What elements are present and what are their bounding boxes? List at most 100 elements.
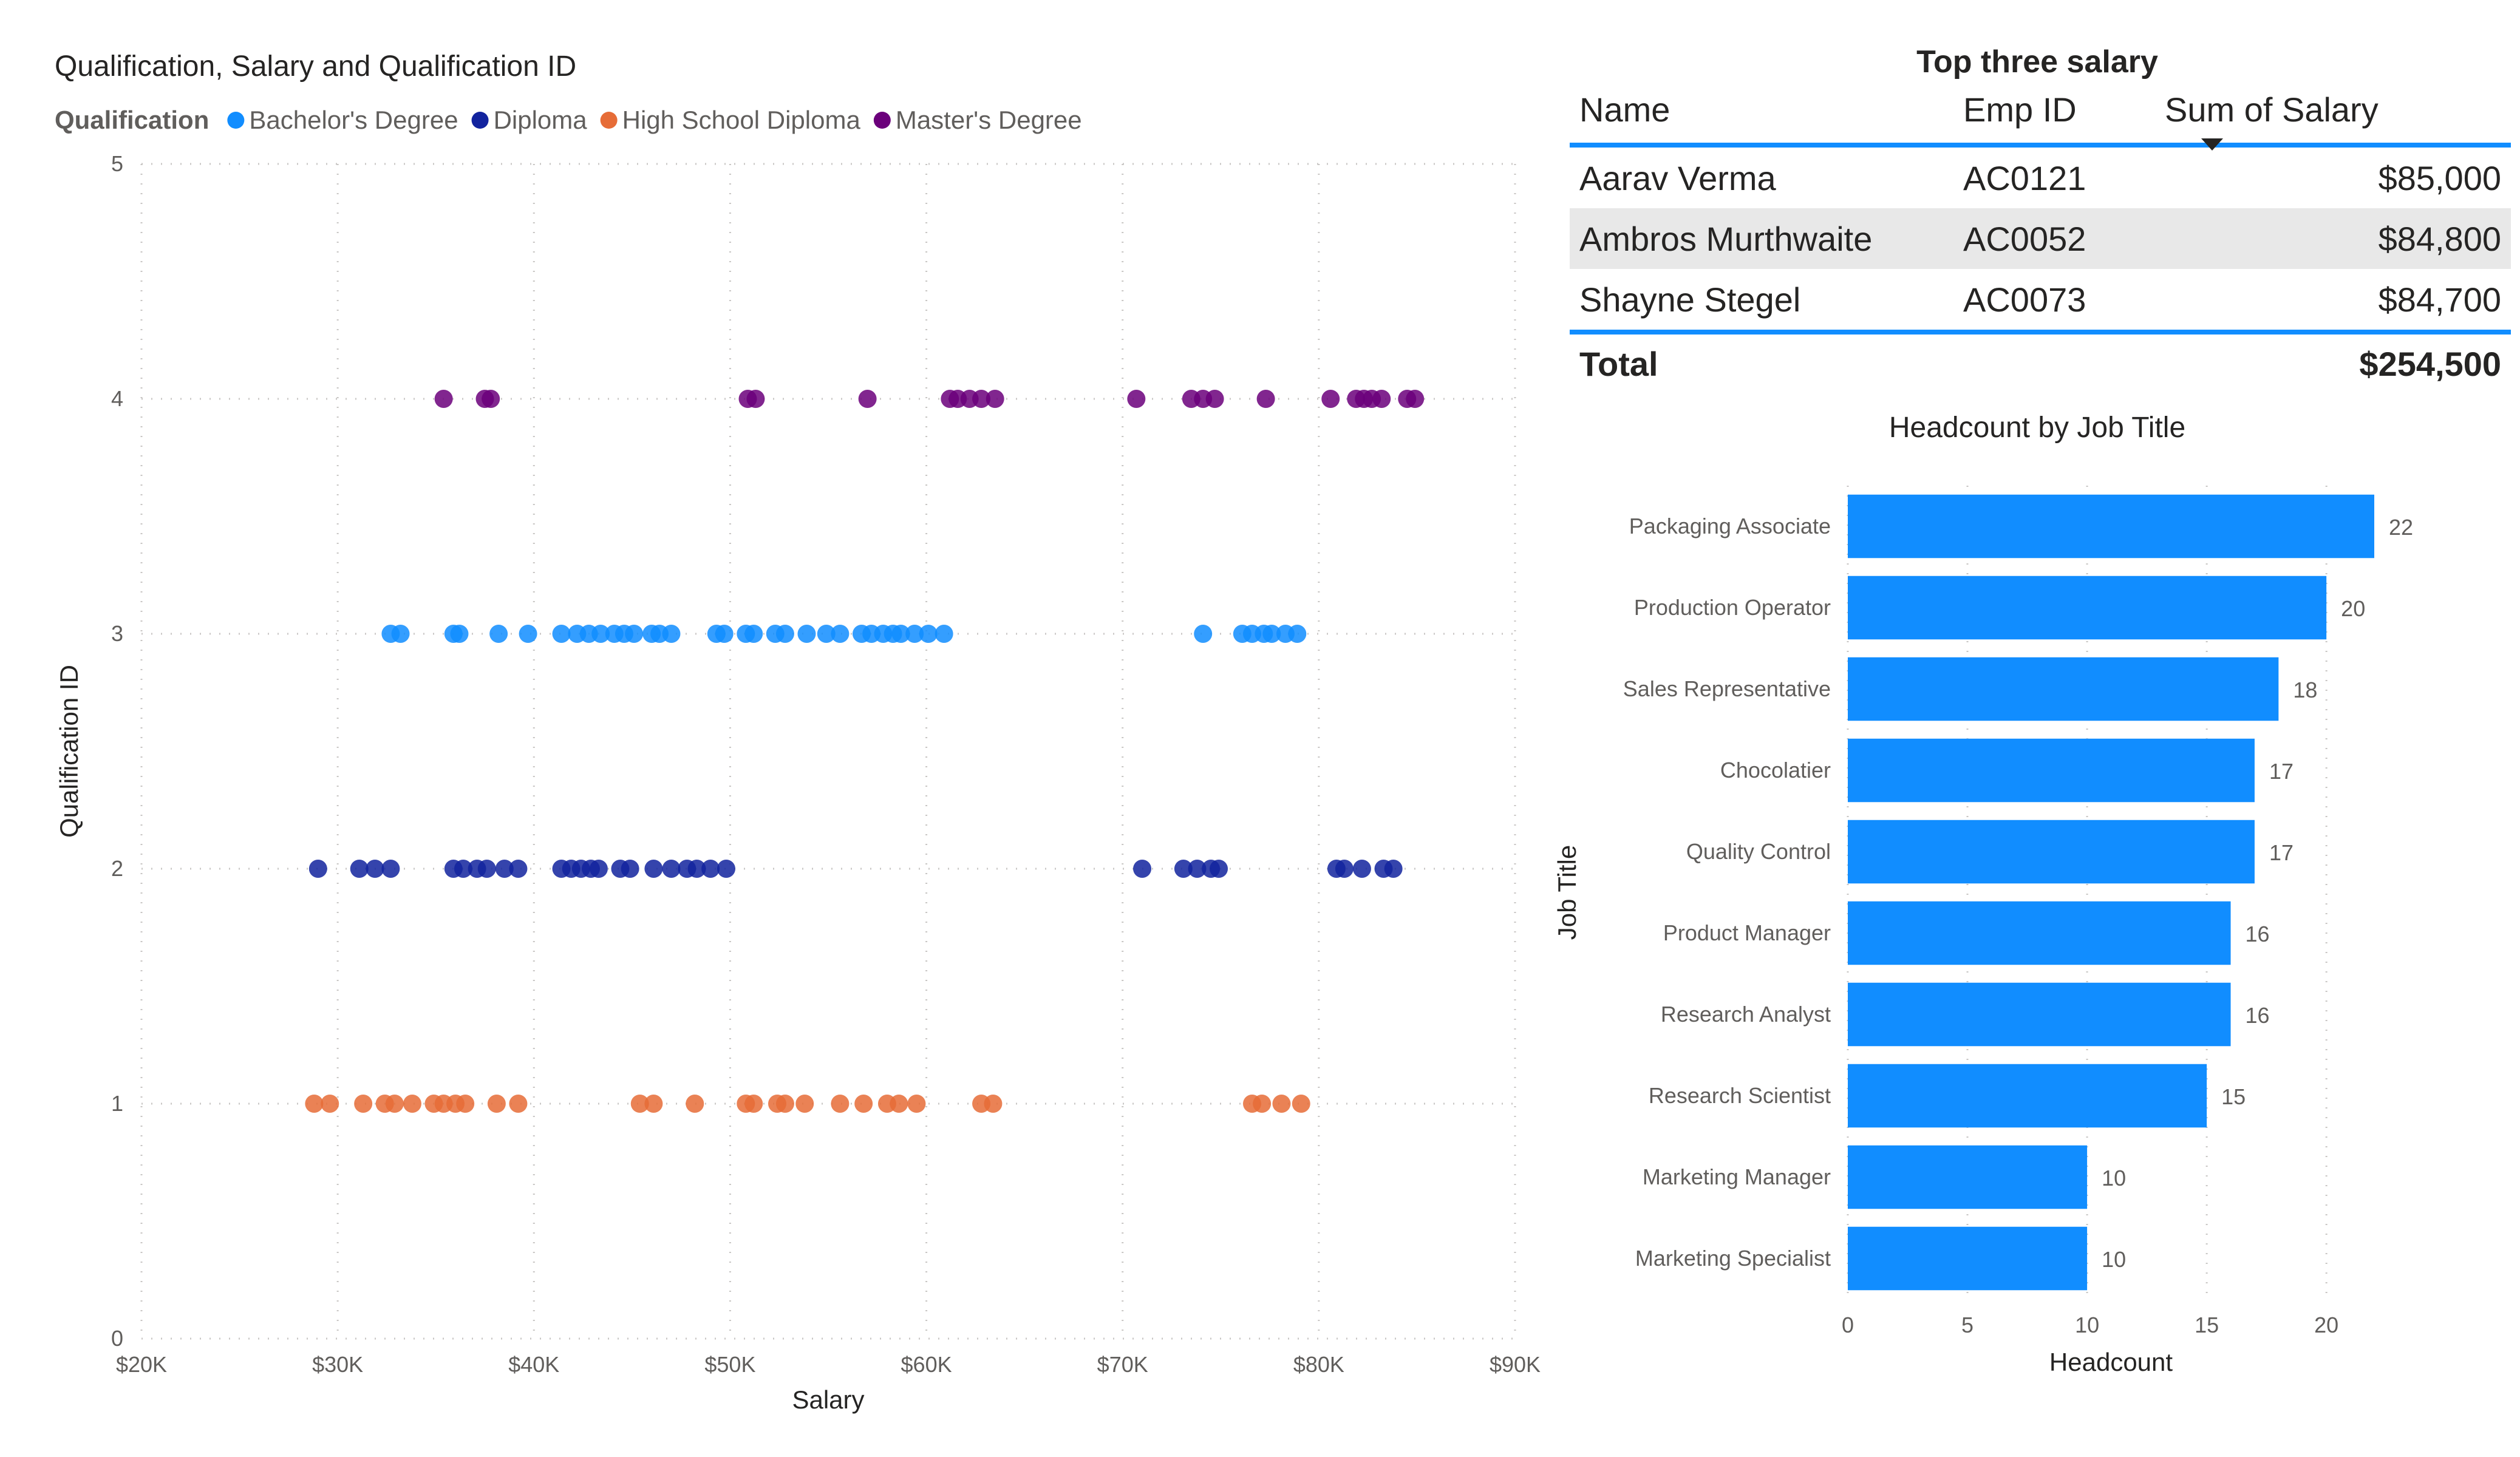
legend-marker[interactable] [227, 112, 245, 129]
bar[interactable] [1848, 576, 2327, 640]
scatter-point[interactable] [662, 625, 681, 643]
scatter-point[interactable] [495, 860, 514, 878]
scatter-point[interactable] [589, 860, 608, 878]
bar[interactable] [1848, 1226, 2088, 1291]
scatter-point[interactable] [701, 860, 720, 878]
scatter-point[interactable] [487, 1095, 506, 1113]
table-row[interactable]: Shayne Stegel AC0073 $84,700 [1570, 269, 2511, 332]
scatter-point[interactable] [1272, 1095, 1291, 1113]
column-header-sum-of-salary[interactable]: Sum of Salary [2155, 76, 2511, 148]
scatter-point[interactable] [381, 860, 400, 878]
column-header-emp-id[interactable]: Emp ID [1953, 76, 2155, 148]
legend-marker[interactable] [600, 112, 618, 129]
scatter-point[interactable] [744, 625, 763, 643]
scatter-point[interactable] [519, 625, 537, 643]
scatter-point[interactable] [1133, 860, 1152, 878]
scatter-point[interactable] [746, 390, 765, 408]
scatter-point[interactable] [1210, 860, 1228, 878]
scatter-point[interactable] [817, 625, 836, 643]
scatter-point[interactable] [687, 860, 706, 878]
scatter-point[interactable] [1288, 625, 1307, 643]
scatter-point[interactable] [350, 860, 369, 878]
scatter-point[interactable] [831, 625, 850, 643]
bar[interactable] [1848, 494, 2374, 559]
scatter-point[interactable] [986, 390, 1004, 408]
scatter-point[interactable] [630, 1095, 649, 1113]
scatter-point[interactable] [625, 625, 644, 643]
scatter-point[interactable] [1253, 1095, 1272, 1113]
scatter-point[interactable] [984, 1095, 1003, 1113]
scatter-point[interactable] [1174, 860, 1193, 878]
scatter-point[interactable] [935, 625, 953, 643]
scatter-point[interactable] [890, 1095, 908, 1113]
scatter-point[interactable] [454, 860, 472, 878]
scatter-point[interactable] [1406, 390, 1425, 408]
bar[interactable] [1848, 820, 2255, 884]
bar[interactable] [1848, 901, 2231, 965]
scatter-point[interactable] [1352, 860, 1371, 878]
scatter-point[interactable] [858, 390, 877, 408]
scatter-point[interactable] [831, 1095, 850, 1113]
legend-item-label[interactable]: High School Diploma [622, 106, 861, 134]
legend-item-label[interactable]: Bachelor's Degree [249, 106, 458, 134]
scatter-point[interactable] [450, 625, 469, 643]
legend-item-label[interactable]: Diploma [494, 106, 588, 134]
scatter-point[interactable] [662, 860, 681, 878]
scatter-point[interactable] [1205, 390, 1224, 408]
scatter-point[interactable] [717, 860, 735, 878]
scatter-point[interactable] [686, 1095, 704, 1113]
scatter-point[interactable] [775, 1095, 794, 1113]
scatter-point[interactable] [972, 390, 991, 408]
scatter-point[interactable] [907, 1095, 926, 1113]
scatter-point[interactable] [795, 1095, 814, 1113]
bar[interactable] [1848, 1064, 2207, 1128]
legend-item-label[interactable]: Master's Degree [896, 106, 1082, 134]
bar[interactable] [1848, 982, 2231, 1047]
bar-chart-visual[interactable]: Headcount by Job Title 0 5 10 15 20 Packaging … [1555, 401, 2520, 1457]
scatter-point[interactable] [621, 860, 639, 878]
scatter-point[interactable] [891, 625, 910, 643]
scatter-point[interactable] [308, 860, 327, 878]
scatter-point[interactable] [744, 1095, 763, 1113]
scatter-point[interactable] [591, 625, 610, 643]
scatter-point[interactable] [1256, 390, 1275, 408]
column-header-name[interactable]: Name [1570, 76, 1953, 148]
bar[interactable] [1848, 657, 2279, 721]
scatter-point[interactable] [385, 1095, 404, 1113]
scatter-point[interactable] [715, 625, 734, 643]
legend-marker[interactable] [471, 112, 489, 129]
sort-descending-icon[interactable] [2201, 138, 2223, 151]
scatter-point[interactable] [1127, 390, 1146, 408]
scatter-point[interactable] [1384, 860, 1403, 878]
scatter-point[interactable] [1292, 1095, 1310, 1113]
scatter-point[interactable] [1194, 625, 1213, 643]
scatter-point[interactable] [354, 1095, 373, 1113]
scatter-point[interactable] [391, 625, 410, 643]
scatter-point[interactable] [1372, 390, 1391, 408]
scatter-point[interactable] [1262, 625, 1281, 643]
scatter-point[interactable] [477, 860, 496, 878]
bar[interactable] [1848, 738, 2255, 803]
table-row[interactable]: Aarav Verma AC0121 $85,000 [1570, 145, 2511, 208]
scatter-point[interactable] [489, 625, 508, 643]
scatter-point[interactable] [509, 1095, 528, 1113]
scatter-point[interactable] [456, 1095, 475, 1113]
scatter-point[interactable] [797, 625, 816, 643]
scatter-point[interactable] [509, 860, 528, 878]
scatter-point[interactable] [1321, 390, 1340, 408]
scatter-point[interactable] [552, 625, 571, 643]
scatter-point[interactable] [403, 1095, 421, 1113]
legend-marker[interactable] [873, 112, 891, 129]
scatter-point[interactable] [854, 1095, 873, 1113]
scatter-point[interactable] [905, 625, 924, 643]
scatter-chart-visual[interactable]: Qualification, Salary and Qualification … [0, 0, 1555, 1457]
top-salary-table-visual[interactable]: Top three salary Name Emp ID Sum of Sala… [1555, 0, 2520, 401]
scatter-point[interactable] [434, 390, 453, 408]
scatter-point[interactable] [305, 1095, 324, 1113]
scatter-point[interactable] [482, 390, 500, 408]
scatter-point[interactable] [919, 625, 938, 643]
table-row[interactable]: Ambros Murthwaite AC0052 $84,800 [1570, 208, 2511, 269]
scatter-point[interactable] [775, 625, 794, 643]
scatter-point[interactable] [366, 860, 384, 878]
bar[interactable] [1848, 1145, 2088, 1209]
